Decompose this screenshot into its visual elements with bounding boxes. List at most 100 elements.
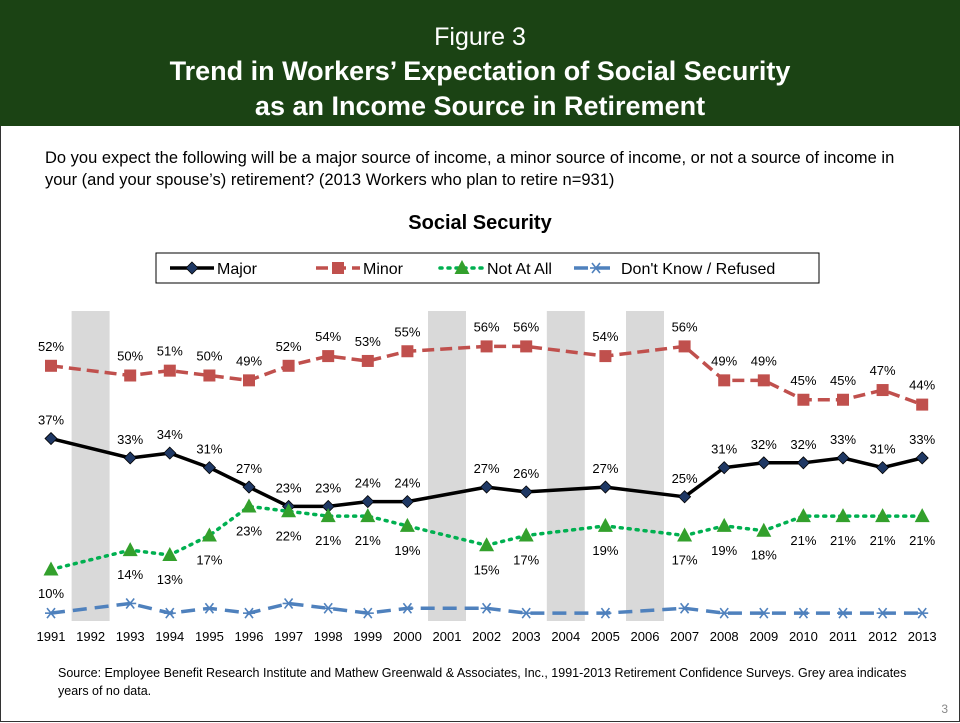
point-don-t-know-refused-2005	[599, 607, 612, 619]
data-label-minor-2010: 45%	[790, 373, 816, 388]
point-major-1994	[163, 446, 177, 460]
data-label-minor-2005: 54%	[592, 329, 618, 344]
point-minor-1995	[203, 369, 216, 382]
x-tick-1997: 1997	[274, 629, 303, 644]
point-don-t-know-refused-2002	[480, 602, 493, 614]
data-label-not-at-all-1999: 21%	[355, 533, 381, 548]
data-label-not-at-all-2005: 19%	[592, 543, 618, 558]
point-minor-2003	[520, 340, 533, 353]
data-label-not-at-all-1993: 14%	[117, 567, 143, 582]
point-not-at-all-2013	[914, 508, 930, 523]
data-label-not-at-all-2008: 19%	[711, 543, 737, 558]
data-label-major-1994: 34%	[157, 427, 183, 442]
data-label-major-2013: 33%	[909, 432, 935, 447]
point-don-t-know-refused-2013	[916, 607, 929, 619]
point-minor-2012	[876, 384, 889, 397]
data-label-major-2007: 25%	[672, 471, 698, 486]
data-label-not-at-all-1998: 21%	[315, 533, 341, 548]
point-don-t-know-refused-1996	[243, 607, 255, 619]
x-tick-2005: 2005	[591, 629, 620, 644]
point-don-t-know-refused-1994	[163, 607, 176, 619]
data-label-not-at-all-2002: 15%	[474, 562, 500, 577]
point-don-t-know-refused-2012	[876, 607, 889, 619]
x-tick-2013: 2013	[908, 629, 937, 644]
data-label-not-at-all-1991: 10%	[38, 586, 64, 601]
data-label-major-2011: 33%	[830, 432, 856, 447]
point-don-t-know-refused-1995	[203, 602, 216, 614]
point-not-at-all-1995	[201, 527, 217, 542]
point-not-at-all-2011	[835, 508, 851, 523]
x-tick-2006: 2006	[631, 629, 660, 644]
point-don-t-know-refused-1998	[322, 602, 335, 614]
point-not-at-all-2005	[597, 517, 613, 532]
data-label-major-1999: 24%	[355, 476, 381, 491]
source-note: Source: Employee Benefit Research Instit…	[58, 666, 907, 698]
x-tick-1993: 1993	[116, 629, 145, 644]
point-not-at-all-1991	[43, 561, 59, 576]
data-label-major-1993: 33%	[117, 432, 143, 447]
point-not-at-all-2010	[795, 508, 811, 523]
point-don-t-know-refused-1999	[361, 607, 374, 619]
point-major-1991	[44, 431, 58, 446]
x-tick-1995: 1995	[195, 629, 224, 644]
point-major-2008	[717, 461, 731, 475]
x-axis-ticks: 1991 1992 1993 1994 1995 1996 1997 1998 1999 2000…	[37, 629, 937, 644]
legend-label-minor: Minor	[363, 261, 404, 278]
point-not-at-all-1997	[281, 503, 297, 518]
point-not-at-all-1993	[122, 542, 138, 557]
point-major-1996	[242, 480, 256, 494]
x-tick-1992: 1992	[76, 629, 105, 644]
data-label-not-at-all-1996: 23%	[236, 523, 262, 538]
data-label-minor-2011: 45%	[830, 373, 856, 388]
chart-title: Social Security	[408, 212, 552, 234]
point-don-t-know-refused-2010	[797, 607, 810, 619]
point-minor-1991	[45, 359, 57, 372]
data-label-major-2009: 32%	[751, 437, 777, 452]
x-tick-2009: 2009	[749, 629, 778, 644]
data-label-minor-2009: 49%	[751, 353, 777, 368]
legend-label-don-t-know-refused: Don't Know / Refused	[621, 261, 775, 278]
legend-box	[155, 252, 820, 284]
point-minor-1998	[322, 350, 335, 363]
data-label-minor-1998: 54%	[315, 329, 341, 344]
data-label-major-2003: 26%	[513, 466, 539, 481]
series-markers	[43, 340, 930, 619]
x-tick-2001: 2001	[433, 629, 462, 644]
point-don-t-know-refused-2009	[757, 607, 770, 619]
survey-question: Do you expect the following will be a ma…	[45, 149, 895, 189]
point-minor-2011	[837, 393, 849, 406]
data-label-minor-1996: 49%	[236, 353, 262, 368]
figure-label: Figure 3	[434, 23, 526, 51]
x-tick-1998: 1998	[314, 629, 343, 644]
x-tick-2010: 2010	[789, 629, 818, 644]
data-label-minor-1993: 50%	[117, 349, 143, 364]
data-label-not-at-all-2000: 19%	[394, 543, 420, 558]
legend-marker-minor	[332, 262, 344, 274]
data-label-not-at-all-2003: 17%	[513, 553, 539, 568]
point-don-t-know-refused-2003	[520, 607, 533, 619]
data-label-not-at-all-2013: 21%	[909, 533, 935, 548]
point-minor-1997	[282, 359, 295, 372]
x-tick-2008: 2008	[710, 629, 739, 644]
x-tick-2003: 2003	[512, 629, 541, 644]
no-data-band-1992	[71, 311, 110, 621]
data-label-not-at-all-2011: 21%	[830, 533, 856, 548]
no-data-band-2006	[626, 311, 664, 621]
point-minor-2013	[916, 398, 929, 411]
data-label-major-2005: 27%	[592, 461, 618, 476]
legend-marker-not-at-all	[454, 260, 470, 274]
data-label-not-at-all-1994: 13%	[157, 572, 183, 587]
legend-label-not-at-all: Not At All	[487, 261, 552, 278]
point-minor-2008	[718, 374, 731, 387]
point-not-at-all-1999	[360, 508, 376, 523]
x-tick-2002: 2002	[472, 629, 501, 644]
data-label-not-at-all-2007: 17%	[672, 553, 698, 568]
legend-marker-don-t-know-refused	[590, 262, 602, 274]
x-tick-2004: 2004	[551, 629, 580, 644]
data-label-minor-2008: 49%	[711, 353, 737, 368]
data-label-not-at-all-1995: 17%	[196, 553, 222, 568]
point-major-1993	[123, 451, 137, 465]
data-label-major-2000: 24%	[394, 476, 420, 491]
data-label-major-2008: 31%	[711, 442, 737, 457]
